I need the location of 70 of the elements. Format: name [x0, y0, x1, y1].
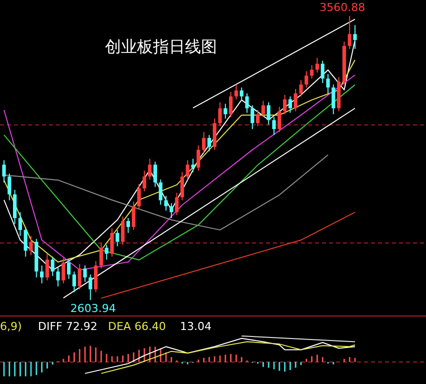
candlestick: [67, 259, 71, 280]
candlestick: [288, 96, 292, 114]
candlestick: [256, 109, 260, 127]
candlestick: [202, 132, 206, 154]
candlestick: [191, 158, 195, 173]
candlestick: [353, 24, 357, 50]
candlestick: [8, 173, 12, 201]
candlestick: [348, 16, 352, 50]
candlestick: [40, 265, 44, 284]
candlestick: [245, 92, 249, 114]
candlestick: [304, 70, 308, 88]
candlestick: [13, 189, 17, 225]
candlestick: [158, 178, 162, 206]
candlestick: [110, 228, 114, 258]
candlestick: [104, 244, 108, 260]
candlestick: [196, 144, 200, 172]
candlestick: [126, 218, 130, 234]
candlestick: [229, 91, 233, 118]
candlestick: [94, 260, 98, 293]
candlestick: [250, 104, 254, 130]
candlestick: [148, 158, 152, 180]
candlestick: [2, 160, 6, 183]
candlestick: [326, 74, 330, 94]
candlestick: [137, 183, 141, 210]
candlestick: [83, 265, 87, 282]
candlestick: [218, 102, 222, 127]
series-label: DEA 66.40: [108, 320, 166, 333]
candlestick: [56, 266, 60, 287]
candlestick: [18, 212, 22, 236]
text: DIFF 72.92: [38, 320, 98, 333]
candlestick: [240, 86, 244, 102]
text: 创业板指日线图: [105, 37, 217, 56]
text: 13.04: [180, 320, 212, 333]
candlestick: [78, 264, 82, 290]
candlestick: [320, 60, 324, 84]
candlestick: [132, 201, 136, 230]
candlestick: [207, 134, 211, 152]
text: 6,9): [0, 320, 22, 333]
candlestick: [283, 94, 287, 115]
candlestick: [170, 202, 174, 219]
candlestick: [50, 256, 54, 276]
candlestick: [294, 88, 298, 112]
candlestick: [234, 84, 238, 100]
candlestick: [315, 57, 319, 74]
candlestick: [142, 170, 146, 192]
candlestick: [180, 172, 184, 201]
candlestick: [186, 160, 190, 180]
candlestick: [261, 100, 265, 118]
candlestick: [88, 274, 92, 300]
candlestick: [62, 258, 66, 284]
candlestick: [24, 226, 28, 258]
candlestick: [224, 103, 228, 120]
text: 3560.88: [320, 1, 366, 14]
candlestick: [332, 84, 336, 115]
candlestick: [310, 64, 314, 80]
candlestick: [121, 216, 125, 246]
candlestick: [164, 195, 168, 212]
candlestick: [116, 229, 120, 247]
candlestick: [72, 270, 76, 293]
candlestick: [266, 102, 270, 126]
candlestick: [153, 161, 157, 188]
candlestick: [29, 235, 33, 256]
candlestick: [99, 242, 103, 270]
candlestick: [272, 116, 276, 136]
candlestick: [212, 118, 216, 150]
candlestick: [278, 106, 282, 133]
candlestick: [175, 192, 179, 216]
candlestick: [299, 80, 303, 97]
text: 2603.94: [70, 302, 116, 315]
candlestick: [45, 253, 49, 281]
